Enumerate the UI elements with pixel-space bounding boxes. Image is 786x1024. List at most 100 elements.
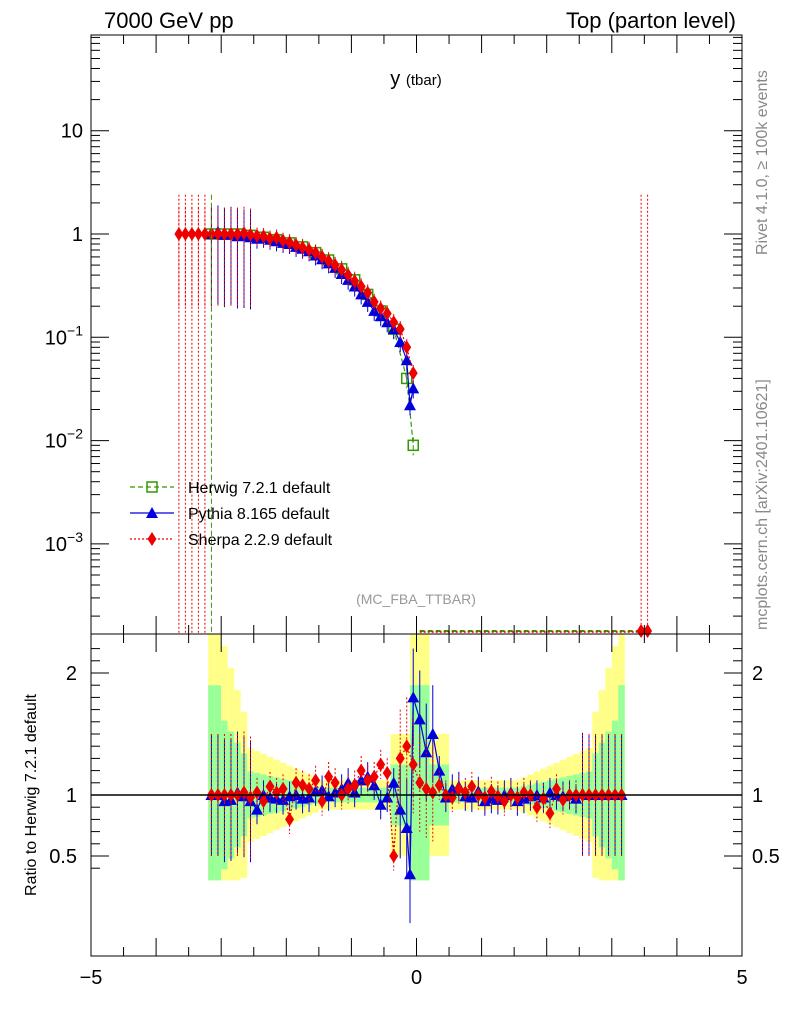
data-point <box>499 794 509 809</box>
data-point <box>395 751 405 766</box>
data-point <box>387 776 400 788</box>
data-point <box>206 227 216 241</box>
data-point <box>187 227 197 241</box>
data-point <box>480 790 490 805</box>
data-point <box>252 228 262 243</box>
data-point <box>174 227 184 241</box>
data-point <box>374 798 387 810</box>
data-point <box>434 778 444 793</box>
legend-marker <box>146 507 158 518</box>
data-point <box>408 757 418 772</box>
data-point <box>272 230 282 245</box>
data-point <box>265 231 275 246</box>
rivet-label: Rivet 4.1.0, ≥ 100k events <box>754 70 771 255</box>
y-tick-label: 1 <box>72 224 83 246</box>
data-point <box>400 372 413 385</box>
data-point <box>402 739 412 754</box>
data-point <box>291 238 301 253</box>
data-point <box>467 779 477 794</box>
data-point <box>413 713 426 725</box>
data-point <box>285 812 295 827</box>
x-tick-label: 0 <box>411 967 422 989</box>
data-point <box>193 227 203 241</box>
series-line <box>211 233 414 446</box>
watermark: (MC_FBA_TTBAR) <box>356 591 476 607</box>
band-inner <box>409 685 417 881</box>
legend: Herwig 7.2.1 default Pythia 8.165 default… <box>130 480 333 549</box>
y-tick-label: 0.5 <box>49 846 77 868</box>
legend-label: Herwig 7.2.1 default <box>188 480 331 497</box>
data-point <box>303 791 316 803</box>
series-square <box>205 207 419 456</box>
y-tick-label: 10−2 <box>45 426 83 453</box>
data-point <box>213 227 223 241</box>
y-tick-label: 10−3 <box>45 529 83 556</box>
data-point <box>389 849 399 863</box>
ratio-ylabel: Ratio to Herwig 7.2.1 default <box>23 694 40 896</box>
data-point <box>355 774 368 786</box>
data-point <box>519 785 529 800</box>
legend-label: Pythia 8.165 default <box>188 506 330 523</box>
data-point <box>324 253 334 268</box>
data-point <box>343 268 353 283</box>
data-point <box>394 336 407 348</box>
legend-label: Sherpa 2.2.9 default <box>188 532 333 549</box>
data-point <box>558 792 568 807</box>
data-point <box>403 399 416 411</box>
y-tick-label: 1 <box>66 785 77 807</box>
data-point <box>180 227 190 241</box>
data-point <box>239 226 249 241</box>
data-point <box>311 773 321 788</box>
data-point <box>415 775 425 790</box>
data-point <box>259 229 269 244</box>
data-point <box>551 781 561 796</box>
y-tick-label: 2 <box>66 663 77 685</box>
data-point <box>376 757 386 772</box>
data-point <box>330 258 340 273</box>
y-tick-label-right: 1 <box>752 785 763 807</box>
data-point <box>356 763 366 778</box>
y-tick-label-right: 2 <box>752 663 763 685</box>
header-left: 7000 GeV pp <box>104 8 234 33</box>
data-point <box>232 227 242 241</box>
data-point <box>356 279 366 294</box>
data-point <box>304 781 314 796</box>
data-point <box>381 791 394 803</box>
data-point <box>389 315 399 330</box>
data-point <box>407 691 420 703</box>
data-point <box>245 790 255 805</box>
data-point <box>350 778 360 793</box>
data-point <box>369 294 379 309</box>
data-point <box>395 322 405 337</box>
data-point <box>245 227 255 242</box>
data-point <box>278 233 288 248</box>
data-point <box>252 785 262 800</box>
data-point <box>428 785 438 800</box>
data-point <box>251 803 264 815</box>
x-tick-label: −5 <box>80 967 103 989</box>
legend-marker <box>146 481 158 493</box>
data-point <box>259 794 269 809</box>
data-point <box>337 262 347 277</box>
ratio-panel: −5 0 5 2 2 1 1 0.5 0.5 Ratio to Herwig 7.2.1 def… <box>23 633 780 989</box>
data-point <box>317 249 327 264</box>
data-point <box>311 245 321 260</box>
data-point <box>460 785 470 800</box>
data-point <box>239 785 249 800</box>
data-point <box>200 227 210 241</box>
data-point <box>291 775 301 790</box>
data-point <box>407 382 420 394</box>
data-point <box>426 728 439 739</box>
data-point <box>369 769 379 784</box>
data-point <box>278 781 288 796</box>
data-point <box>407 439 419 452</box>
header-right: Top (parton level) <box>566 8 736 33</box>
data-point <box>400 354 413 366</box>
data-point <box>324 769 334 784</box>
y-tick-label-right: 0.5 <box>752 846 780 868</box>
data-point <box>402 340 412 355</box>
data-point <box>376 301 386 316</box>
data-point <box>512 790 522 805</box>
